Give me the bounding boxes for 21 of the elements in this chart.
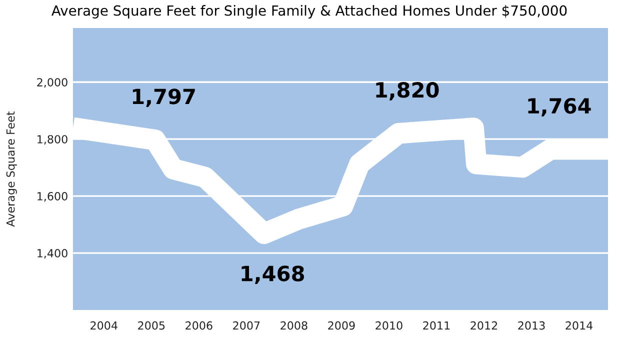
data-label: 1,764 [528, 98, 591, 116]
x-tick-label: 2010 [376, 321, 402, 330]
y-tick-label: 1,400 [38, 249, 68, 259]
x-tick-label: 2012 [470, 321, 498, 330]
x-tick-label: 2013 [518, 321, 545, 330]
x-tick-label: 2014 [566, 321, 593, 330]
x-tick-label: 2008 [280, 321, 308, 330]
y-tick-label: 2,000 [37, 78, 68, 88]
x-tick-label: 2004 [90, 321, 118, 330]
y-axis-title: Average Square Feet [6, 111, 17, 227]
data-label: 1,797 [132, 88, 195, 107]
data-label: 1,468 [242, 266, 304, 284]
x-tick-label: 2005 [138, 321, 165, 330]
x-tick-label: 2006 [186, 321, 212, 330]
x-tick-label: 2009 [328, 321, 355, 330]
y-tick-label: 1,800 [38, 135, 68, 145]
x-tick-label: 2007 [233, 321, 260, 330]
data-label: 1,820 [376, 82, 439, 100]
chart-title: Average Square Feet for Single Family & Attached Homes Under $750,000 [52, 5, 567, 18]
x-tick-label: 2011 [423, 321, 450, 330]
y-tick-label: 1,600 [38, 192, 68, 202]
